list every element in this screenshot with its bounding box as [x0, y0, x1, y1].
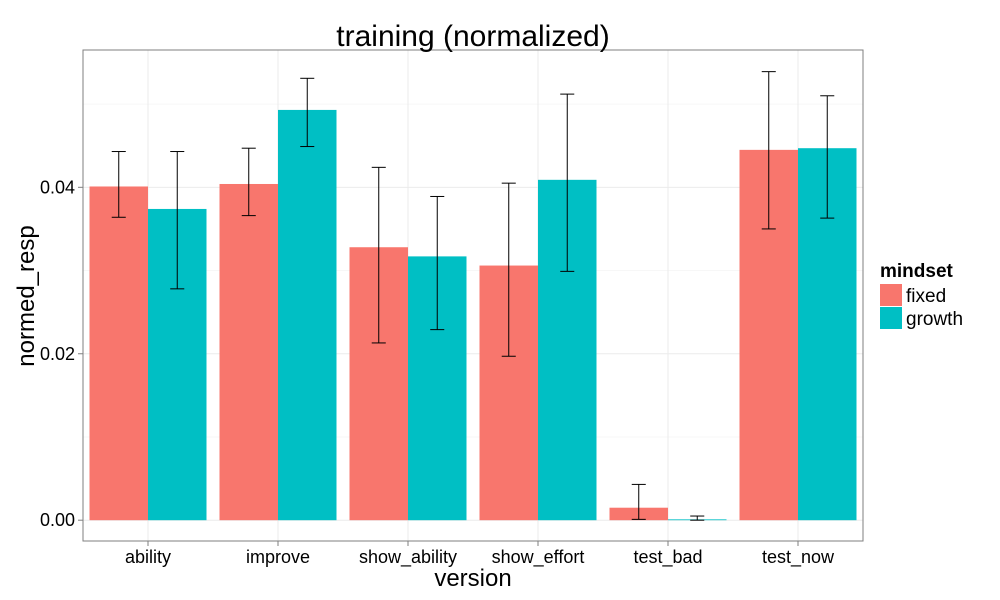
bar-growth-improve	[278, 109, 337, 521]
error-bars	[111, 71, 835, 521]
error-bar-fixed-show_ability	[371, 166, 386, 344]
axes: 0.00 0.02 0.04 ability improve show_ability sh…	[40, 177, 835, 568]
x-tick-label: improve	[246, 547, 310, 567]
x-tick-label: test_now	[762, 547, 835, 568]
error-bar-growth-ability	[170, 151, 185, 290]
bar-fixed-ability	[89, 186, 148, 521]
legend-label-fixed: fixed	[906, 286, 946, 307]
legend-key-fixed	[880, 284, 902, 306]
error-bar-growth-test_bad	[690, 515, 705, 521]
legend-title: mindset	[880, 261, 954, 282]
y-tick-label: 0.02	[40, 344, 75, 364]
x-tick-label: test_bad	[633, 547, 702, 568]
chart-title: training (normalized)	[336, 20, 609, 53]
error-bar-fixed-test_bad	[631, 483, 646, 520]
x-tick-label: show_ability	[359, 547, 457, 568]
error-bar-fixed-test_now	[761, 71, 776, 230]
error-bar-growth-show_ability	[430, 195, 445, 331]
plot-panel-border	[82, 49, 864, 542]
error-bar-fixed-improve	[241, 147, 256, 217]
error-bar-growth-improve	[300, 77, 315, 148]
legend: mindset fixed growth	[880, 261, 963, 330]
y-tick-label: 0.00	[40, 510, 75, 530]
error-bar-growth-test_now	[820, 95, 835, 219]
error-bar-fixed-ability	[111, 151, 126, 218]
x-tick-label: show_effort	[492, 547, 585, 568]
x-axis-title: version	[434, 565, 511, 592]
x-tick-label: ability	[125, 547, 171, 567]
bar-fixed-improve	[219, 183, 278, 521]
error-bar-fixed-show_effort	[501, 182, 516, 357]
legend-key-growth	[880, 307, 902, 329]
error-bar-growth-show_effort	[560, 93, 575, 272]
y-axis-title: normed_resp	[13, 225, 40, 366]
y-tick-label: 0.04	[40, 177, 75, 197]
legend-label-growth: growth	[906, 309, 963, 330]
